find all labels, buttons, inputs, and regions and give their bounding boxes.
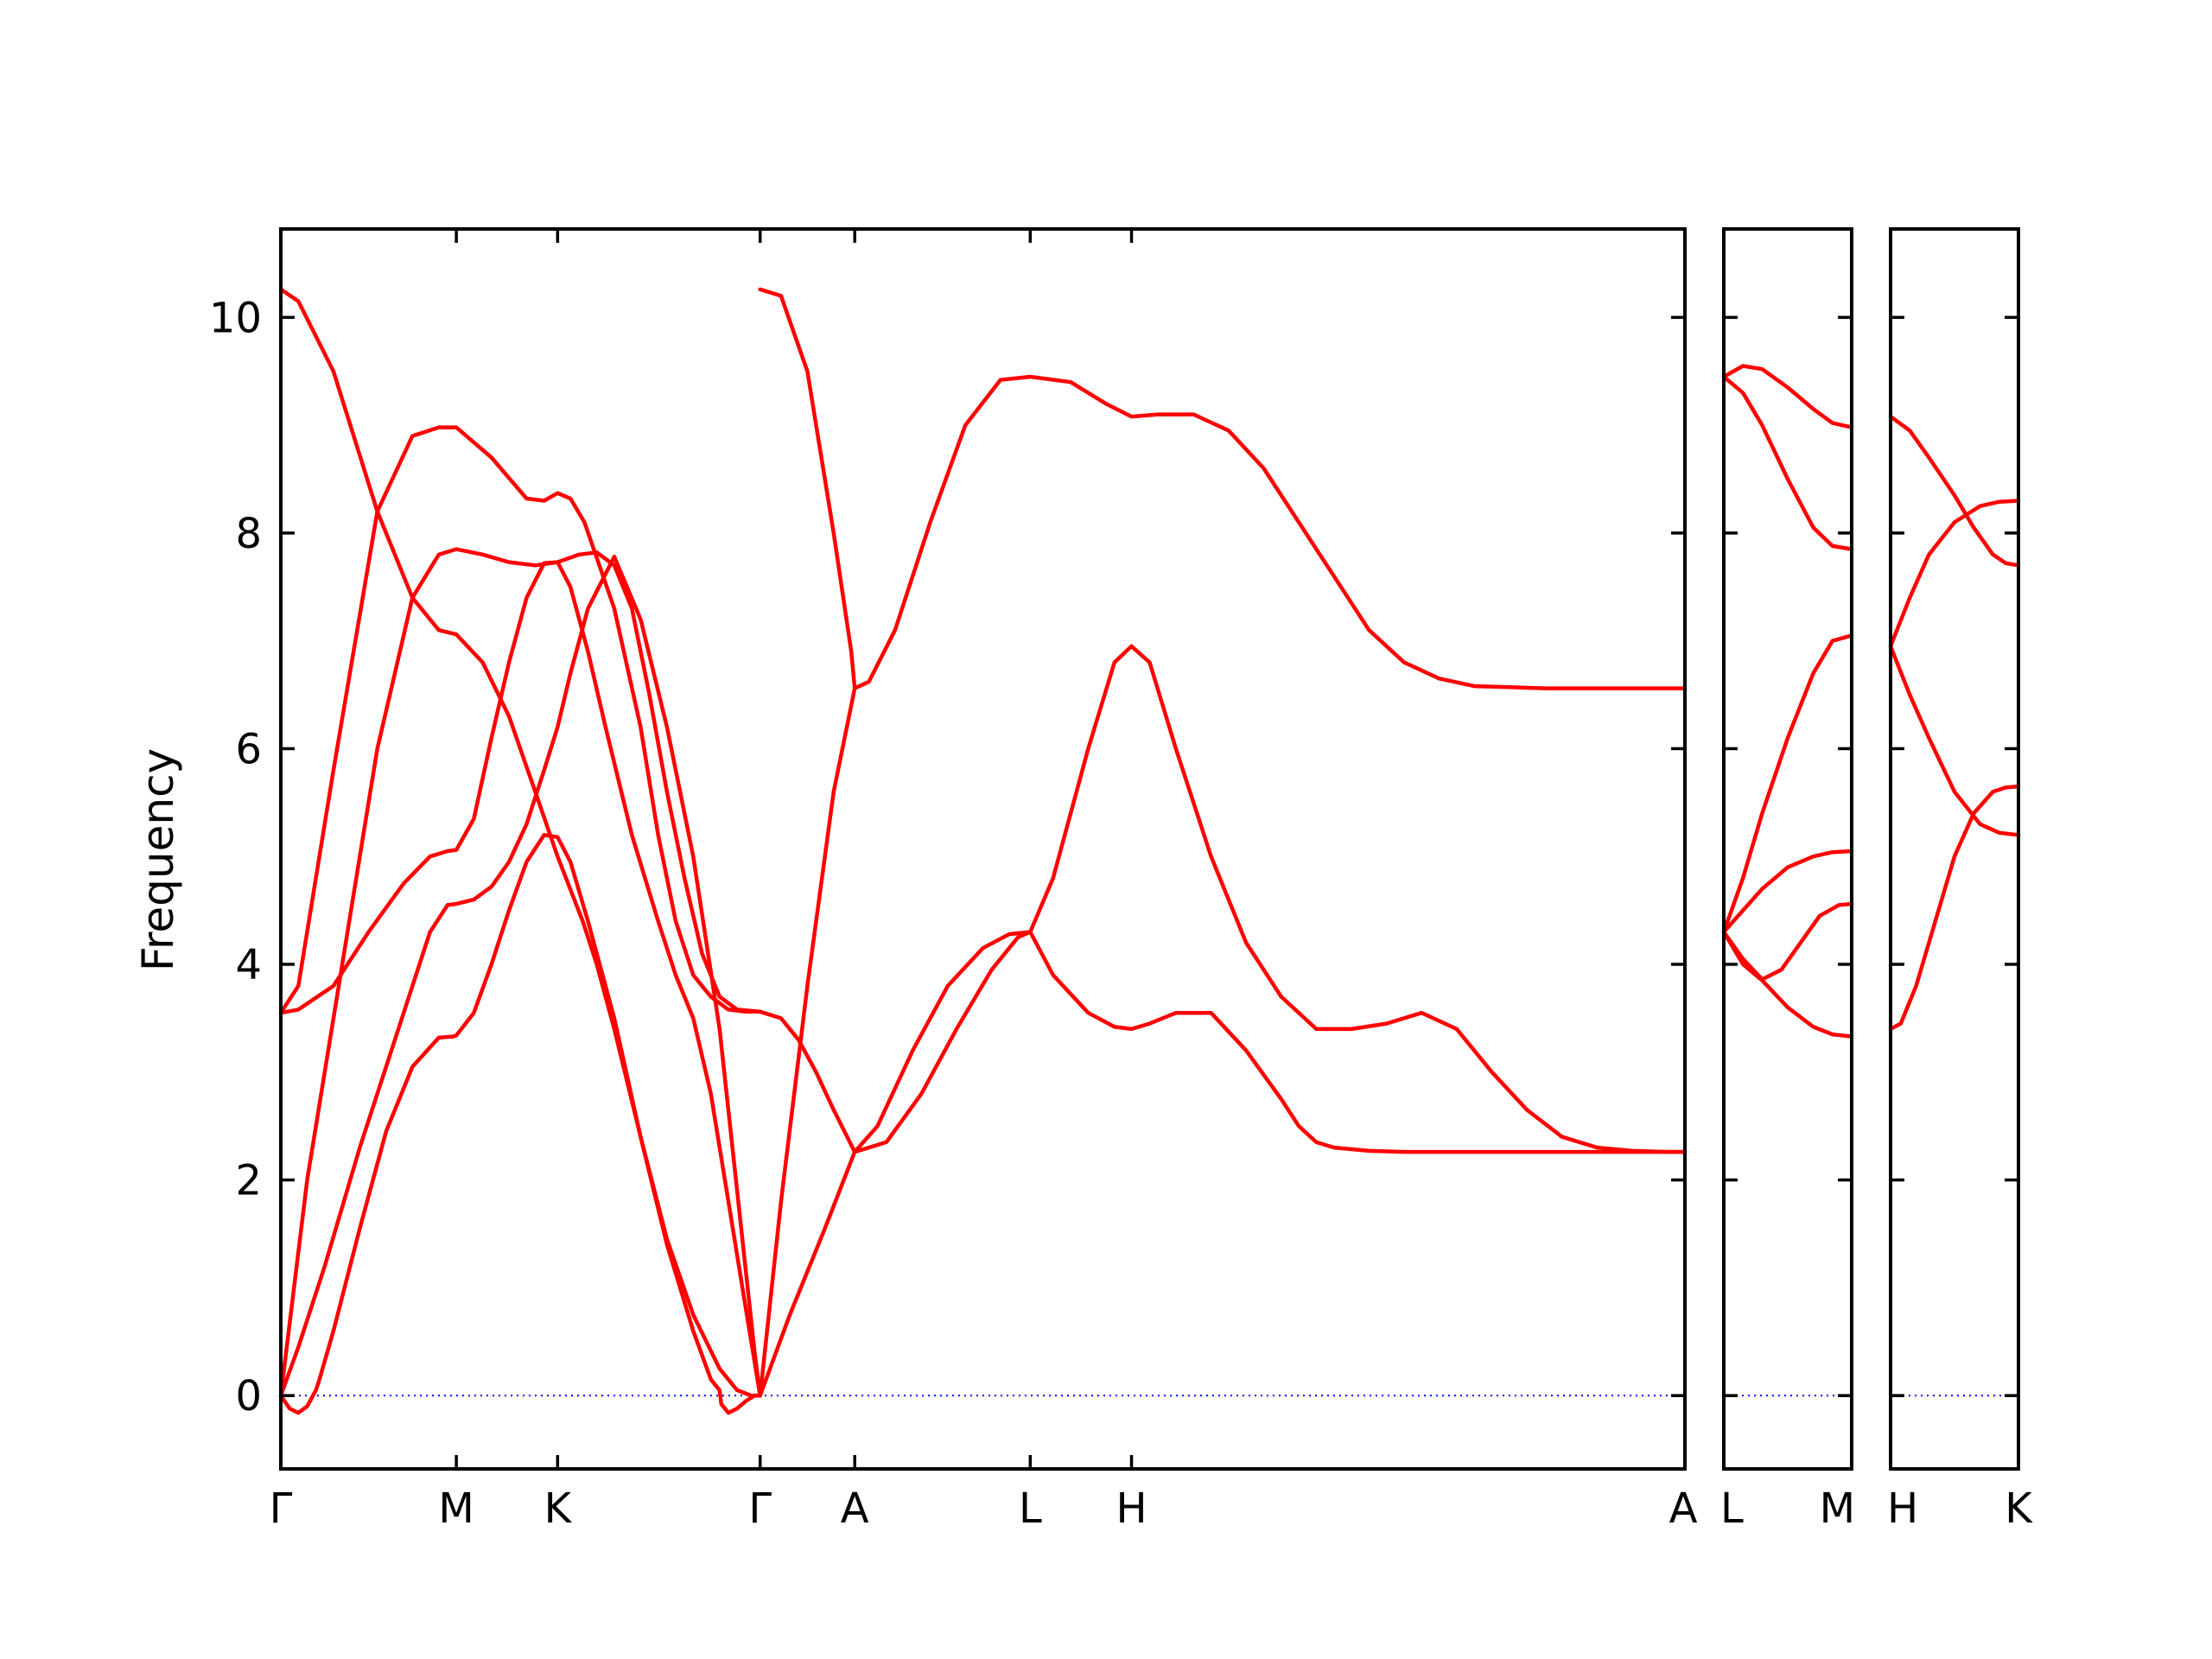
band-line-3 bbox=[1721, 633, 1854, 934]
x-tick-label: A bbox=[841, 1484, 869, 1533]
band-line-7 bbox=[758, 287, 1688, 690]
band-line-3 bbox=[1888, 644, 2021, 837]
band-line-6 bbox=[1721, 930, 1854, 1039]
y-tick-label: 4 bbox=[235, 941, 262, 989]
plot-frame bbox=[1722, 227, 1853, 1471]
band-line-9 bbox=[758, 686, 857, 1398]
x-tick-label: M bbox=[1820, 1484, 1855, 1533]
y-tick-label: 0 bbox=[235, 1372, 262, 1421]
x-tick-label: Γ bbox=[748, 1484, 772, 1533]
band-line-1 bbox=[1721, 364, 1854, 429]
panel-main: 0 2 4 6 8 10 Γ M K Γ A L H A bbox=[209, 227, 1698, 1533]
band-line-11 bbox=[852, 644, 1688, 1154]
x-tick-label: K bbox=[544, 1484, 573, 1533]
x-tick-label: A bbox=[1669, 1484, 1698, 1533]
x-tick-label: L bbox=[1720, 1484, 1744, 1533]
band-line-10 bbox=[758, 1149, 857, 1398]
x-tick-label: H bbox=[1887, 1484, 1918, 1533]
band-line-1 bbox=[278, 287, 762, 1398]
band-line-8 bbox=[758, 1009, 857, 1154]
x-tick-label: L bbox=[1019, 1484, 1042, 1533]
x-tick-label: Γ bbox=[270, 1484, 293, 1533]
x-tick-label: M bbox=[438, 1484, 474, 1533]
plot-frame bbox=[279, 227, 1687, 1471]
band-line-2 bbox=[278, 425, 762, 1015]
band-line-3 bbox=[278, 547, 762, 1398]
band-line-4 bbox=[1888, 784, 2021, 1032]
band-line-2 bbox=[1888, 499, 2021, 649]
band-line-2 bbox=[1721, 374, 1854, 551]
band-line-12 bbox=[852, 930, 1688, 1154]
band-line-4 bbox=[278, 560, 762, 1398]
band-line-4 bbox=[1721, 849, 1854, 934]
band-line-5 bbox=[278, 555, 762, 1398]
y-tick-label: 8 bbox=[235, 510, 262, 558]
y-tick-label: 10 bbox=[209, 294, 262, 342]
band-line-5 bbox=[1721, 901, 1854, 982]
y-tick-label: 6 bbox=[235, 725, 262, 773]
y-tick-label: 2 bbox=[235, 1157, 262, 1205]
y-axis-label: Frequency bbox=[133, 748, 183, 971]
band-line-1 bbox=[1888, 414, 2021, 568]
band-line-6 bbox=[278, 833, 762, 1415]
plot-frame bbox=[1889, 227, 2020, 1471]
x-tick-label: H bbox=[1116, 1484, 1147, 1533]
x-tick-label: K bbox=[2005, 1484, 2033, 1533]
